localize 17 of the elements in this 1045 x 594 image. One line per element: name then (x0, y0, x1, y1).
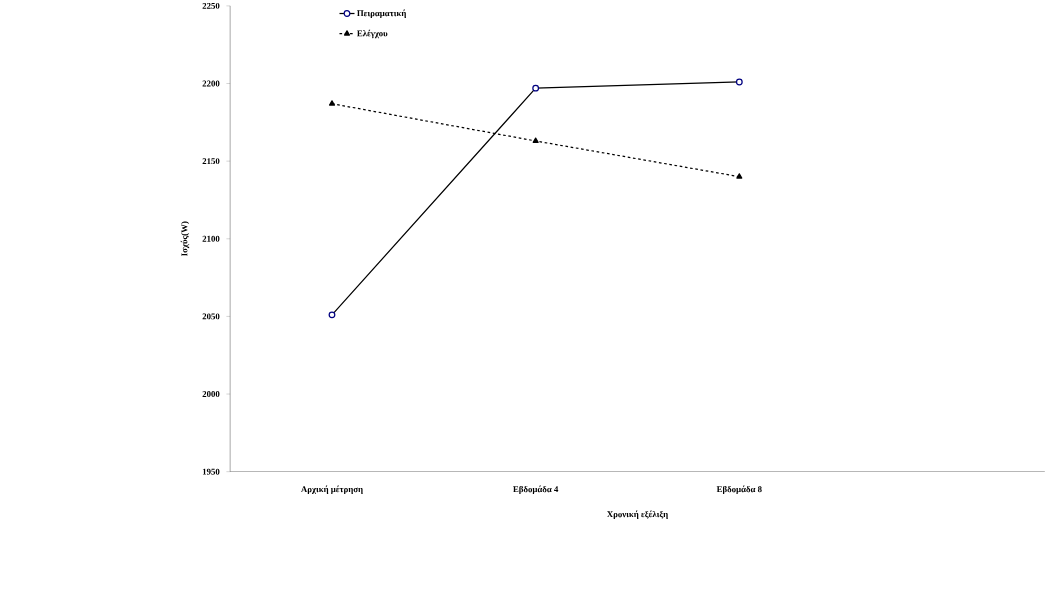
x-tick-label: Αρχική μέτρηση (300, 485, 363, 494)
y-tick-label: 1950 (202, 468, 220, 475)
point (532, 137, 539, 143)
y-tick-label: 2150 (202, 158, 220, 164)
x-tick-label: Εβδομάδα 4 (513, 485, 559, 494)
y-tick-label: 2100 (202, 235, 220, 242)
legend-label: Πειραματική (357, 9, 406, 18)
y-tick-label: 2050 (202, 313, 220, 320)
x-axis-title: Χρονική εξέλιξη (606, 510, 668, 519)
point (328, 100, 336, 106)
y-tick-label: 2000 (202, 390, 220, 397)
point (736, 173, 743, 179)
y-tick-label: 2250 (202, 2, 220, 9)
y-axis-title: Ισχύς(W) (180, 221, 190, 256)
x-tick-label: Εβδομάδα 8 (716, 485, 762, 494)
legend-label: Ελέγχου (357, 29, 388, 38)
y-tick-label: 2200 (202, 80, 220, 87)
